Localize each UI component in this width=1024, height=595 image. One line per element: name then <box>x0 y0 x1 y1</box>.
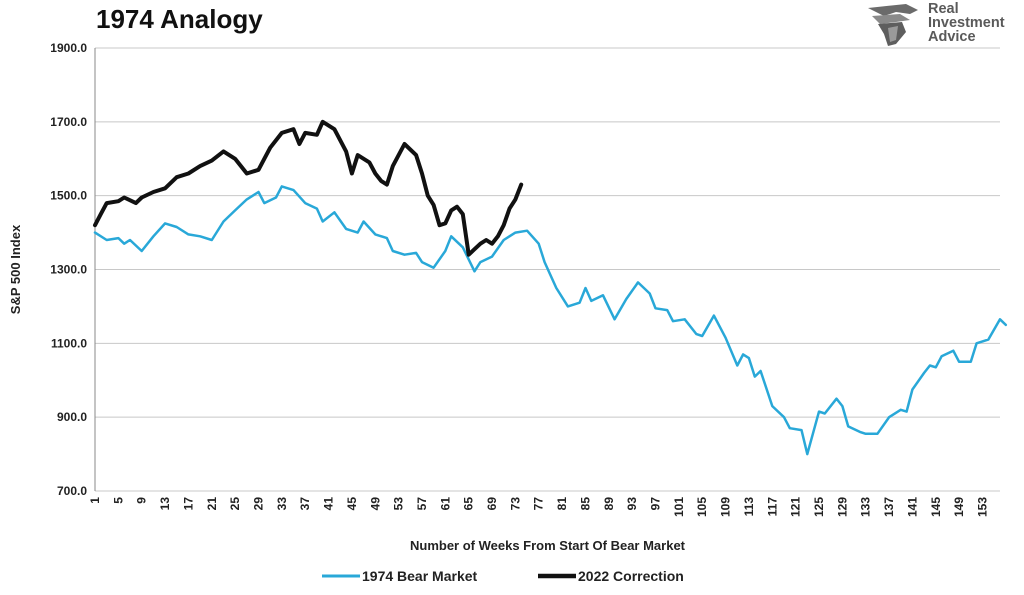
y-tick-label: 1500.0 <box>50 189 87 203</box>
x-tick-label: 125 <box>812 497 826 517</box>
chart-title: 1974 Analogy <box>96 4 263 34</box>
x-tick-label: 101 <box>672 497 686 517</box>
x-axis-title: Number of Weeks From Start Of Bear Marke… <box>410 538 686 553</box>
x-tick-label: 49 <box>368 497 382 511</box>
series-line-2022 <box>93 119 524 257</box>
logo-line: Investment <box>928 15 1005 31</box>
x-tick-label: 77 <box>532 497 546 511</box>
x-tick-label: 1 <box>88 497 102 504</box>
legend-label-1974: 1974 Bear Market <box>362 568 478 584</box>
x-tick-label: 153 <box>975 497 989 517</box>
x-tick-label: 53 <box>392 497 406 511</box>
legend: 1974 Bear Market 2022 Correction <box>322 568 684 584</box>
logo-line: Advice <box>928 29 976 45</box>
x-tick-label: 73 <box>508 497 522 511</box>
x-tick-label: 69 <box>485 497 499 511</box>
x-tick-label: 17 <box>181 497 195 511</box>
legend-label-2022: 2022 Correction <box>578 568 684 584</box>
x-tick-label: 33 <box>275 497 289 511</box>
y-tick-label: 700.0 <box>57 484 87 498</box>
x-tick-label: 93 <box>625 497 639 511</box>
x-tick-label: 57 <box>415 497 429 511</box>
y-tick-labels: 1900.0 1700.0 1500.0 1300.0 1100.0 900.0 700.0 <box>50 41 87 498</box>
x-tick-label: 21 <box>205 497 219 511</box>
x-tick-label: 117 <box>765 497 779 517</box>
x-tick-label: 25 <box>228 497 242 511</box>
x-tick-label: 137 <box>882 497 896 517</box>
x-tick-label: 9 <box>135 497 149 504</box>
logo-line: Real <box>928 1 959 17</box>
x-tick-label: 121 <box>789 497 803 517</box>
y-axis-title: S&P 500 Index <box>8 224 23 314</box>
x-tick-label: 61 <box>438 497 452 511</box>
x-tick-label: 37 <box>298 497 312 511</box>
x-tick-label: 81 <box>555 497 569 511</box>
logo-text: Real Investment Advice <box>928 1 1005 45</box>
x-tick-label: 113 <box>742 497 756 517</box>
x-tick-label: 149 <box>952 497 966 517</box>
y-tick-label: 1300.0 <box>50 263 87 277</box>
y-tick-label: 1900.0 <box>50 41 87 55</box>
x-tick-label: 133 <box>859 497 873 517</box>
series-line-1974 <box>93 185 1008 456</box>
y-tick-label: 900.0 <box>57 410 87 424</box>
x-tick-labels: 1 5 9 13 17 21 25 29 33 37 41 45 49 53 57 61 65 69 73 77 81 8… <box>88 497 989 517</box>
x-tick-label: 89 <box>602 497 616 511</box>
x-tick-label: 45 <box>345 497 359 511</box>
series-lines <box>93 119 1008 456</box>
x-tick-label: 97 <box>649 497 663 511</box>
y-tick-label: 1100.0 <box>51 336 87 350</box>
x-tick-label: 109 <box>719 497 733 517</box>
x-tick-label: 141 <box>905 497 919 517</box>
x-tick-label: 13 <box>158 497 172 511</box>
eagle-logo-icon <box>868 4 918 46</box>
x-tick-label: 29 <box>251 497 265 511</box>
x-tick-label: 41 <box>322 497 336 511</box>
x-tick-label: 129 <box>835 497 849 517</box>
x-tick-label: 5 <box>111 497 125 504</box>
x-tick-label: 85 <box>578 497 592 511</box>
x-tick-label: 65 <box>462 497 476 511</box>
x-tick-label: 145 <box>929 497 943 517</box>
x-tick-label: 105 <box>695 497 709 517</box>
y-tick-label: 1700.0 <box>50 115 87 129</box>
logo: Real Investment Advice <box>866 2 1016 50</box>
